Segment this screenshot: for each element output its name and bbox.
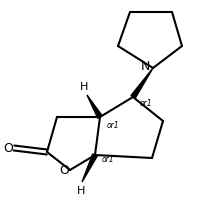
Text: N: N (140, 59, 150, 73)
Text: H: H (77, 186, 85, 196)
Text: or1: or1 (102, 156, 115, 165)
Text: H: H (80, 82, 88, 92)
Polygon shape (87, 95, 102, 118)
Polygon shape (82, 154, 97, 182)
Polygon shape (131, 68, 153, 98)
Text: O: O (59, 163, 69, 177)
Text: O: O (3, 141, 13, 155)
Text: or1: or1 (140, 99, 153, 108)
Text: or1: or1 (107, 120, 120, 130)
